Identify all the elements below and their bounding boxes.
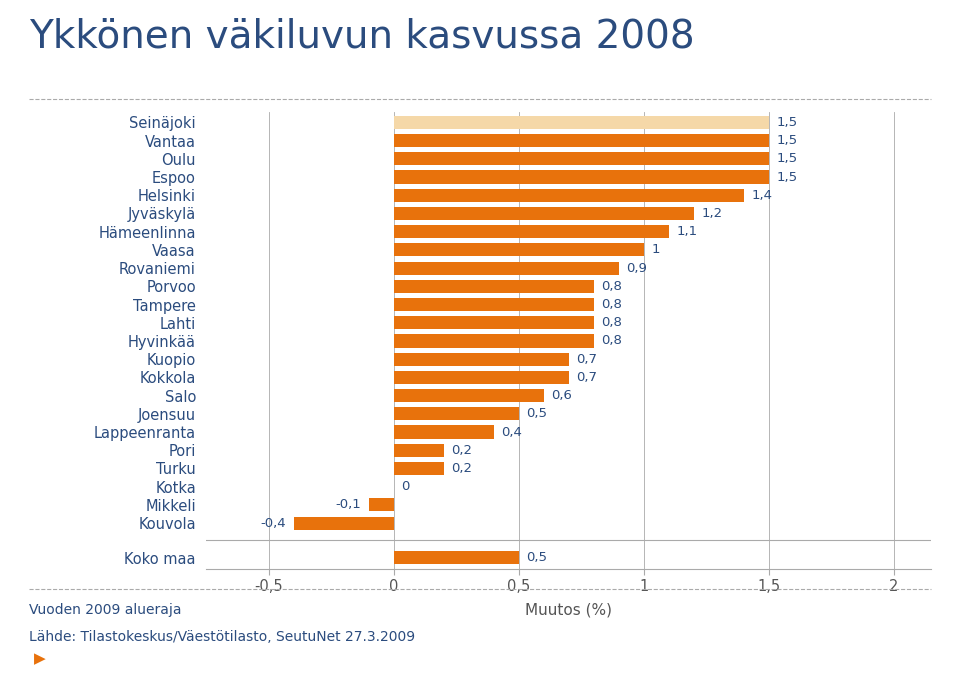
Text: Ykkönen väkiluvun kasvussa 2008: Ykkönen väkiluvun kasvussa 2008 <box>29 17 694 55</box>
Bar <box>394 407 518 420</box>
Text: 1: 1 <box>651 243 660 256</box>
Text: 0,8: 0,8 <box>601 316 622 329</box>
Bar <box>394 371 568 384</box>
Bar <box>394 225 669 238</box>
Text: 0,2: 0,2 <box>451 462 472 475</box>
Text: 1,4: 1,4 <box>752 189 772 202</box>
Bar <box>394 134 769 147</box>
Text: 0,2: 0,2 <box>451 444 472 457</box>
Text: 0,5: 0,5 <box>526 407 547 420</box>
Text: 0,7: 0,7 <box>576 371 597 384</box>
Bar <box>394 551 518 565</box>
Text: 0,8: 0,8 <box>601 334 622 347</box>
Text: 1,2: 1,2 <box>701 207 722 220</box>
Text: 0: 0 <box>401 480 410 493</box>
Bar <box>394 243 644 257</box>
Bar <box>369 498 394 511</box>
Bar <box>394 353 568 366</box>
Text: 1,5: 1,5 <box>777 170 798 183</box>
X-axis label: Muutos (%): Muutos (%) <box>525 603 612 618</box>
Text: 0,8: 0,8 <box>601 280 622 293</box>
Text: 1,5: 1,5 <box>777 116 798 129</box>
Text: Lähde: Tilastokeskus/Väestötilasto, SeutuNet 27.3.2009: Lähde: Tilastokeskus/Väestötilasto, Seut… <box>29 630 415 644</box>
Text: 0,7: 0,7 <box>576 353 597 366</box>
Bar <box>394 298 594 311</box>
Text: Vuoden 2009 alueraja: Vuoden 2009 alueraja <box>29 603 181 617</box>
Bar <box>394 207 694 220</box>
Text: 1,5: 1,5 <box>777 134 798 147</box>
Text: 0,4: 0,4 <box>501 426 522 439</box>
Text: 1,5: 1,5 <box>777 153 798 165</box>
Bar <box>394 153 769 165</box>
Bar <box>394 116 769 129</box>
Text: -0,1: -0,1 <box>336 498 361 511</box>
Text: 0,9: 0,9 <box>626 262 647 274</box>
Text: -0,4: -0,4 <box>261 517 286 530</box>
Bar <box>394 170 769 184</box>
Bar <box>394 316 594 330</box>
Bar <box>294 517 394 530</box>
Text: 0,6: 0,6 <box>551 389 572 402</box>
Bar <box>394 462 444 475</box>
Bar <box>394 189 744 202</box>
Text: 1,1: 1,1 <box>676 225 697 238</box>
Bar <box>394 334 594 347</box>
Text: 0,8: 0,8 <box>601 298 622 311</box>
Bar <box>394 262 619 274</box>
Text: ▶: ▶ <box>34 651 45 666</box>
Text: 0,5: 0,5 <box>526 551 547 564</box>
Bar <box>394 426 493 439</box>
Bar <box>394 280 594 293</box>
Bar <box>394 444 444 457</box>
Bar <box>394 389 543 402</box>
